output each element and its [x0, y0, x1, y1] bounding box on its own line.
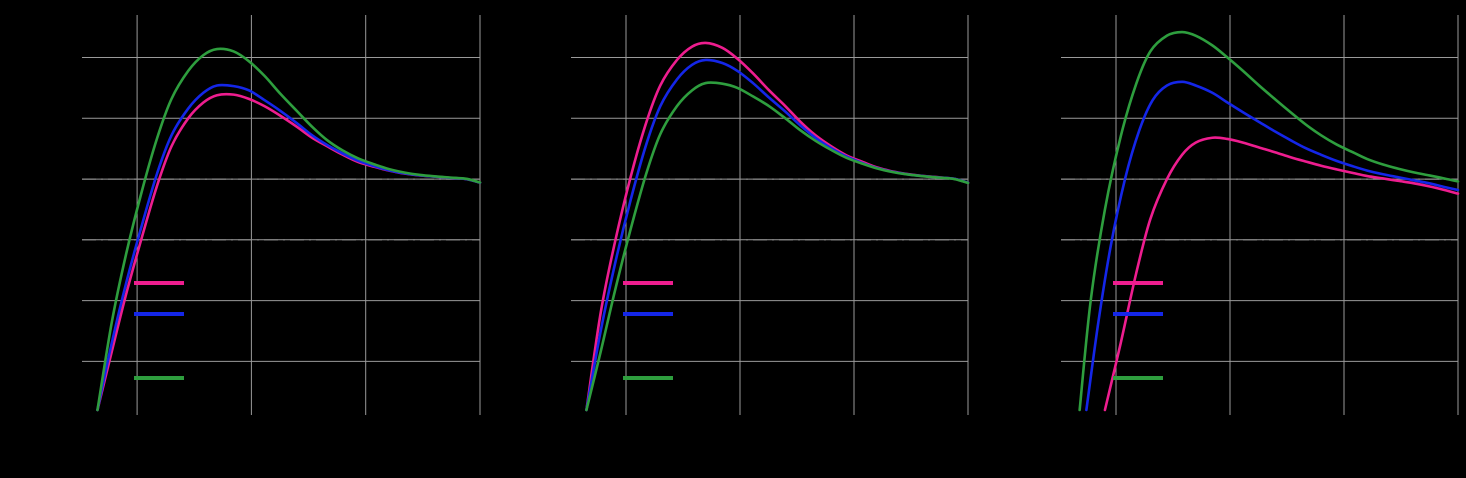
chart-panel-2	[571, 15, 970, 415]
series-line-magenta	[1103, 136, 1460, 412]
series-line-green	[96, 47, 482, 412]
series-line-green	[585, 81, 970, 412]
series-line-green	[1078, 30, 1460, 412]
chart-panel-1	[82, 15, 482, 415]
chart-panel-3	[1061, 15, 1460, 415]
series-line-blue	[1085, 80, 1460, 412]
